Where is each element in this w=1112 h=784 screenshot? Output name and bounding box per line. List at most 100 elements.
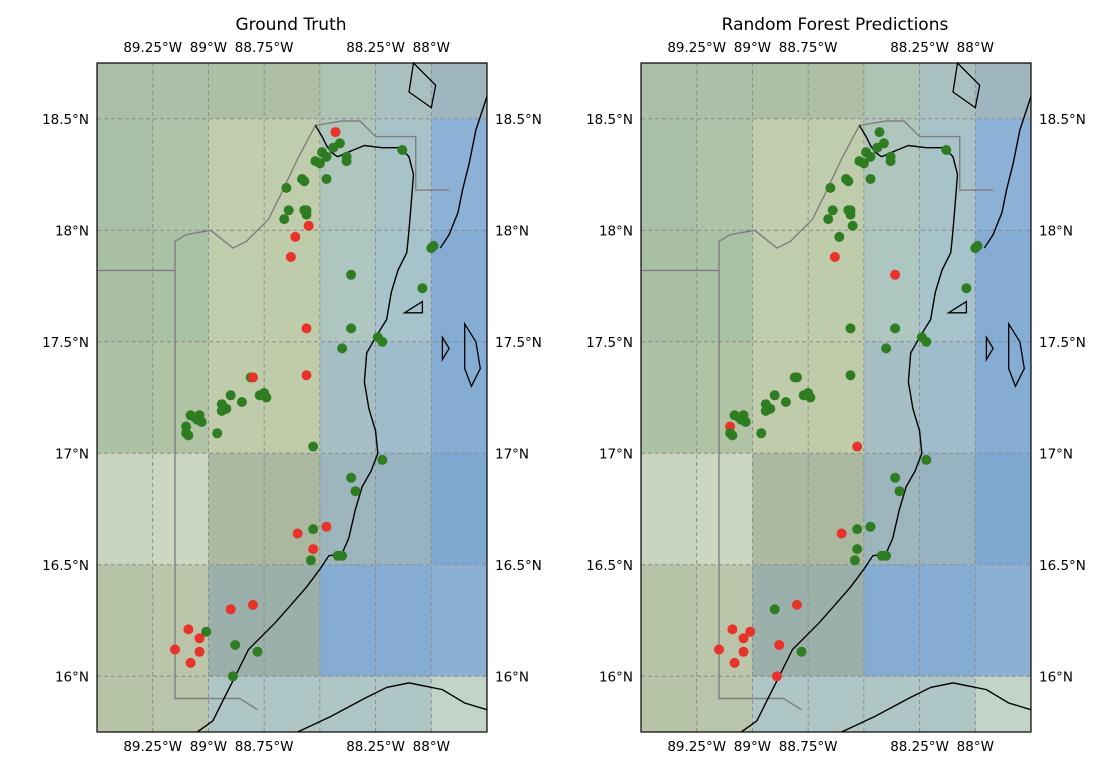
point-green bbox=[852, 524, 863, 535]
point-green bbox=[377, 336, 388, 347]
grid-cell bbox=[808, 564, 865, 677]
grid-cell bbox=[919, 118, 976, 231]
point-green bbox=[299, 176, 310, 187]
grid-cell bbox=[696, 230, 753, 343]
lat-tick-label: 18°N bbox=[599, 223, 633, 239]
lat-tick-label: 18.5°N bbox=[1039, 112, 1086, 128]
point-green bbox=[321, 174, 332, 184]
point-green bbox=[972, 240, 983, 251]
island-coastline bbox=[464, 321, 481, 388]
point-green bbox=[894, 486, 905, 497]
point-green bbox=[827, 205, 838, 216]
lon-tick-label: 88.25°W bbox=[890, 40, 949, 56]
lon-tick-label: 88.25°W bbox=[890, 739, 949, 755]
grid-cell bbox=[863, 676, 921, 733]
point-red bbox=[303, 220, 314, 231]
map-panel-ground-truth: Ground Truth 89.25°W 89.25°W 89°W 89°W 88.75… bbox=[42, 15, 542, 755]
grid-cell bbox=[808, 676, 865, 733]
grid-cell bbox=[319, 230, 377, 343]
grid-cell bbox=[975, 453, 1032, 566]
grid-cell bbox=[208, 453, 265, 566]
lon-tick-label: 89.25°W bbox=[123, 40, 182, 56]
grid-cell bbox=[752, 118, 809, 231]
grid-cell bbox=[696, 63, 753, 120]
point-green bbox=[279, 214, 290, 225]
lat-tick-label: 16°N bbox=[1039, 669, 1073, 685]
lon-tick-label: 88.75°W bbox=[235, 739, 294, 755]
point-green bbox=[796, 646, 807, 657]
grid-cell bbox=[264, 676, 321, 733]
point-red bbox=[836, 528, 847, 539]
lon-tick-label: 88.75°W bbox=[235, 40, 294, 56]
grid-cell bbox=[208, 118, 265, 231]
point-green bbox=[397, 145, 408, 155]
grid-cell bbox=[208, 676, 265, 733]
grid-cell bbox=[264, 63, 321, 120]
country-border bbox=[97, 120, 450, 272]
grid-cell bbox=[919, 453, 976, 566]
point-green bbox=[350, 486, 361, 497]
lat-tick-label: 17°N bbox=[599, 446, 633, 462]
point-green bbox=[230, 640, 241, 650]
grid-cell bbox=[919, 63, 976, 120]
grid-cell bbox=[975, 230, 1032, 343]
grid-cell bbox=[264, 230, 321, 343]
point-green bbox=[308, 441, 319, 452]
grid-cell bbox=[752, 453, 809, 566]
lat-tick-label: 18°N bbox=[495, 223, 529, 239]
point-red bbox=[248, 372, 258, 383]
lon-tick-label: 88.75°W bbox=[779, 40, 838, 56]
grid-cell bbox=[919, 564, 976, 677]
grid-cell bbox=[752, 564, 809, 677]
point-red bbox=[321, 521, 332, 532]
grid-cell bbox=[431, 230, 488, 343]
point-green bbox=[881, 550, 892, 561]
point-red bbox=[738, 646, 749, 657]
point-green bbox=[847, 220, 858, 231]
grid-cell bbox=[863, 230, 921, 343]
grid-cell bbox=[431, 564, 488, 677]
point-green bbox=[308, 524, 319, 535]
grid-cell bbox=[375, 453, 432, 566]
point-green bbox=[921, 454, 932, 465]
country-border bbox=[641, 120, 994, 272]
point-red bbox=[290, 231, 301, 242]
grid-cell bbox=[641, 63, 698, 120]
lon-tick-label: 88°W bbox=[957, 40, 994, 56]
point-green bbox=[890, 323, 901, 334]
point-green bbox=[252, 646, 263, 657]
coastline bbox=[196, 125, 415, 733]
grid-cell bbox=[208, 564, 265, 677]
point-green bbox=[225, 390, 236, 401]
grid-cell bbox=[375, 341, 432, 454]
point-green bbox=[428, 240, 439, 251]
grid-cell bbox=[431, 341, 488, 454]
lat-tick-label: 18°N bbox=[55, 223, 89, 239]
point-red bbox=[185, 657, 196, 668]
point-green bbox=[236, 397, 247, 407]
grid-cell bbox=[696, 676, 753, 733]
grid-cell bbox=[863, 63, 921, 120]
grid-cell bbox=[375, 63, 432, 120]
point-green bbox=[183, 430, 194, 441]
point-red bbox=[738, 633, 749, 644]
grid-cell bbox=[97, 341, 154, 454]
point-green bbox=[216, 405, 227, 416]
lat-tick-label: 16°N bbox=[55, 669, 89, 685]
point-green bbox=[881, 343, 892, 354]
point-green bbox=[865, 151, 876, 162]
grid-cell bbox=[375, 118, 432, 231]
grid-cell bbox=[264, 341, 321, 454]
grid-cell bbox=[808, 63, 865, 120]
point-red bbox=[285, 252, 296, 262]
point-green bbox=[346, 323, 357, 334]
grid-cell bbox=[696, 564, 753, 677]
grid-cell bbox=[97, 230, 154, 343]
grid-cell bbox=[264, 564, 321, 677]
lon-tick-label: 89°W bbox=[734, 40, 771, 56]
grid-cell bbox=[696, 118, 753, 231]
grid-cell bbox=[152, 230, 209, 343]
lon-tick-label: 89°W bbox=[190, 40, 227, 56]
point-green bbox=[885, 156, 896, 167]
coastline bbox=[983, 96, 1032, 249]
